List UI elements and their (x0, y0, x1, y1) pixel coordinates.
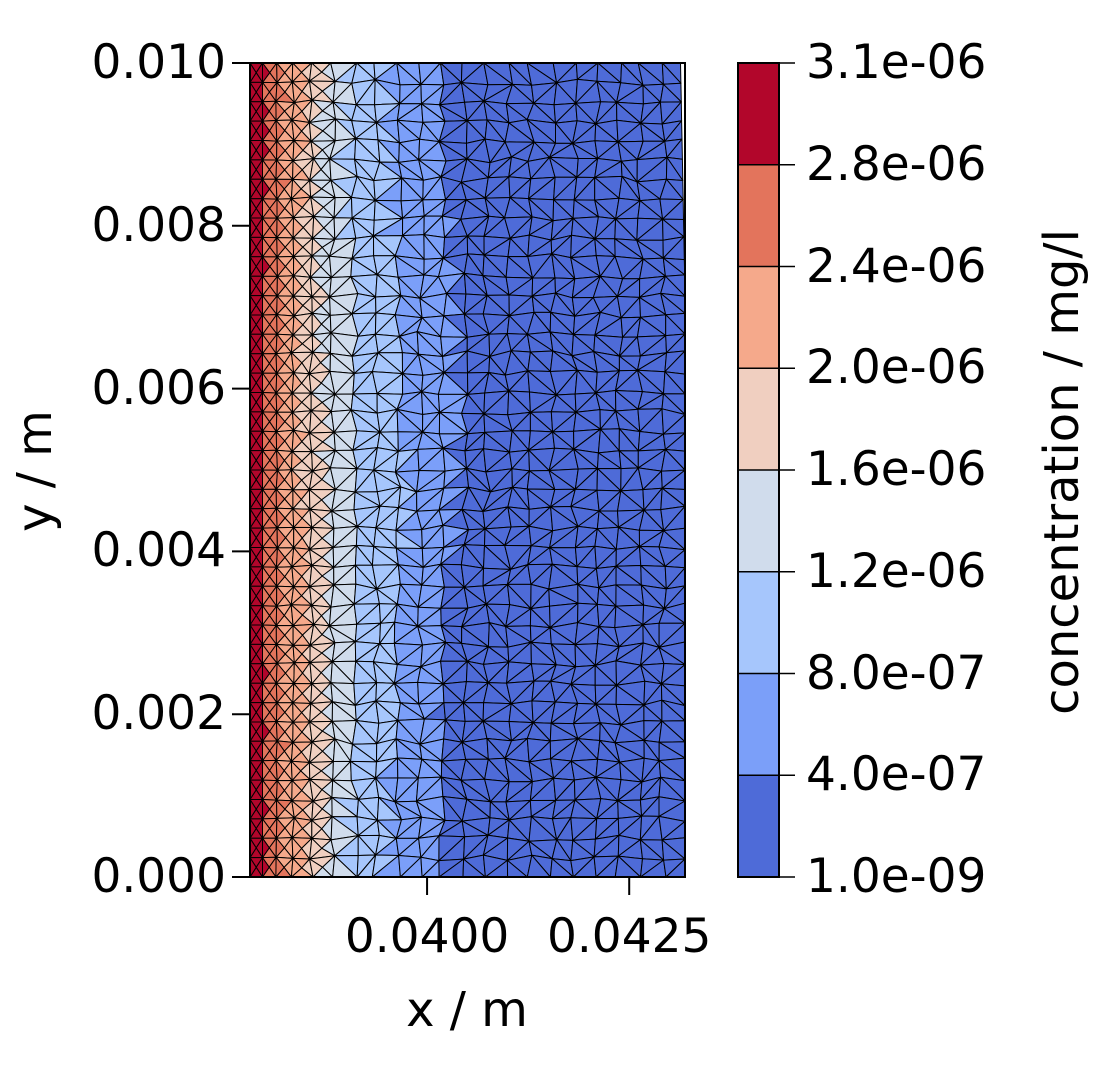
mesh-triangles (249, 62, 686, 878)
colorbar-tick-label: 2.0e-06 (806, 340, 987, 396)
colorbar-segment (738, 164, 779, 267)
x-tick-label: 0.0425 (546, 909, 712, 964)
x-tick-label: 0.0400 (344, 909, 510, 964)
y-tick-label: 0.004 (91, 523, 226, 579)
colorbar-tick-label: 8.0e-07 (806, 645, 987, 701)
colorbar-tick-label: 1.0e-09 (806, 849, 987, 904)
y-tick-label: 0.002 (91, 686, 226, 742)
axes-frame (249, 62, 686, 878)
colorbar-tick-label: 4.0e-07 (806, 747, 987, 803)
colorbar-segment (738, 673, 779, 776)
y-tick-label: 0.006 (91, 360, 226, 416)
colorbar-segment (738, 368, 779, 471)
colorbar-segment (738, 470, 779, 573)
y-tick-label: 0.008 (91, 197, 226, 253)
x-axis-label: x / m (406, 982, 528, 1038)
colorbar-segment (738, 266, 779, 369)
colorbar-tick-label: 2.4e-06 (806, 238, 987, 294)
colorbar-outline (737, 62, 780, 878)
colorbar-segment (738, 775, 779, 878)
y-tick-label: 0.010 (91, 35, 226, 90)
y-tick-label: 0.000 (91, 849, 226, 904)
colorbar-tick-label: 1.6e-06 (806, 442, 987, 497)
colorbar-label: concentration / mg/l (1034, 229, 1090, 715)
colorbar-segment (738, 571, 779, 674)
colorbar-tick-label: 2.8e-06 (806, 136, 987, 192)
colorbar-segment (738, 63, 779, 166)
y-axis-label: y / m (7, 410, 63, 532)
colorbar-tick-label: 3.1e-06 (806, 35, 987, 90)
colorbar-tick-label: 1.2e-06 (806, 543, 987, 599)
